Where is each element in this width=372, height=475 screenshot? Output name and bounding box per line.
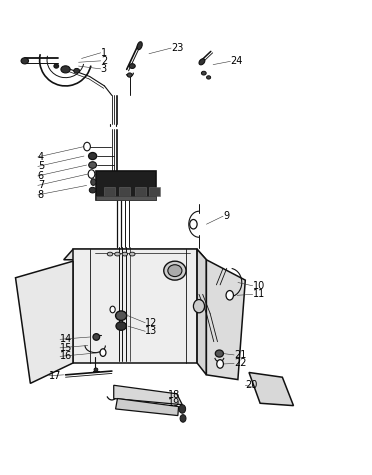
Text: 18: 18 [167, 390, 180, 400]
Ellipse shape [193, 300, 205, 313]
Ellipse shape [74, 68, 80, 73]
Ellipse shape [116, 322, 126, 330]
Text: 2: 2 [101, 56, 107, 66]
Ellipse shape [107, 252, 113, 256]
Ellipse shape [94, 368, 98, 371]
Ellipse shape [129, 252, 135, 256]
Circle shape [226, 291, 234, 300]
Ellipse shape [199, 59, 205, 65]
Text: 23: 23 [171, 43, 183, 53]
Ellipse shape [164, 261, 186, 280]
Polygon shape [206, 260, 245, 380]
Ellipse shape [21, 58, 29, 64]
Bar [104, 187, 115, 196]
Ellipse shape [116, 311, 127, 320]
Polygon shape [73, 249, 197, 363]
Ellipse shape [168, 265, 182, 276]
Text: 3: 3 [101, 64, 107, 74]
Ellipse shape [89, 162, 96, 168]
Circle shape [91, 179, 96, 185]
Text: 8: 8 [38, 190, 44, 200]
Polygon shape [197, 249, 206, 375]
Ellipse shape [89, 187, 96, 193]
Text: 19: 19 [167, 398, 180, 408]
Circle shape [84, 142, 90, 151]
Ellipse shape [122, 252, 128, 256]
Circle shape [190, 219, 197, 229]
Text: 24: 24 [231, 57, 243, 66]
Text: 15: 15 [60, 343, 73, 353]
Bar [119, 187, 131, 196]
Ellipse shape [93, 333, 100, 340]
Ellipse shape [215, 350, 224, 357]
Circle shape [110, 306, 115, 313]
Ellipse shape [129, 64, 135, 68]
Bar [96, 196, 156, 200]
Ellipse shape [89, 152, 97, 160]
Ellipse shape [61, 66, 70, 73]
Text: 9: 9 [223, 211, 229, 221]
Text: 7: 7 [38, 180, 44, 190]
Text: 22: 22 [234, 359, 247, 369]
Text: 14: 14 [60, 334, 72, 344]
Text: 12: 12 [145, 318, 158, 328]
Polygon shape [64, 249, 206, 260]
Text: 20: 20 [245, 380, 258, 390]
Ellipse shape [137, 42, 142, 50]
Circle shape [180, 415, 186, 422]
Text: 11: 11 [253, 289, 265, 299]
Ellipse shape [201, 71, 206, 75]
Text: 10: 10 [253, 281, 265, 291]
Circle shape [100, 349, 106, 356]
Bar [135, 187, 146, 196]
Polygon shape [114, 385, 182, 405]
Circle shape [88, 170, 95, 178]
Bar [149, 187, 160, 196]
Circle shape [217, 360, 224, 368]
Text: 4: 4 [38, 152, 44, 162]
Polygon shape [249, 372, 294, 406]
Text: 17: 17 [49, 371, 61, 381]
Text: 5: 5 [38, 162, 44, 171]
Circle shape [179, 405, 186, 413]
Polygon shape [116, 399, 179, 416]
Text: 6: 6 [38, 171, 44, 181]
Polygon shape [16, 261, 73, 383]
Ellipse shape [54, 64, 59, 68]
Ellipse shape [115, 252, 120, 256]
Text: 1: 1 [101, 48, 107, 58]
Text: 21: 21 [234, 350, 247, 360]
Ellipse shape [206, 76, 211, 79]
Polygon shape [96, 171, 156, 200]
Text: 13: 13 [145, 326, 157, 336]
Ellipse shape [127, 73, 132, 77]
Text: 16: 16 [60, 352, 72, 361]
